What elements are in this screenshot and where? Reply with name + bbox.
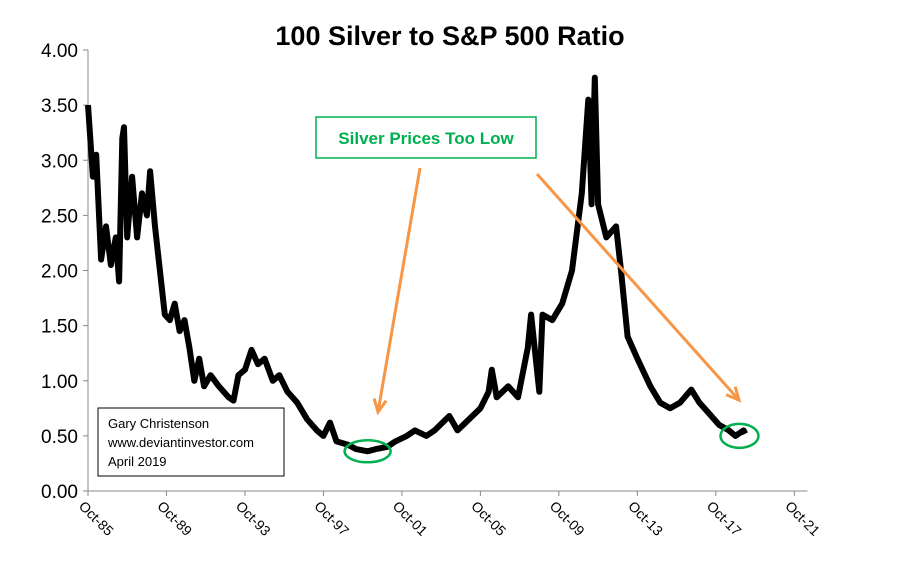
low-circle bbox=[719, 422, 760, 450]
y-tick-label: 2.50 bbox=[41, 206, 78, 227]
callout-text: Silver Prices Too Low bbox=[338, 129, 514, 148]
arrow-head bbox=[725, 386, 742, 403]
arrow-to-2000-low bbox=[372, 167, 422, 416]
credit-line-3: April 2019 bbox=[108, 454, 167, 469]
x-tick-label: Oct-13 bbox=[625, 498, 666, 539]
arrow-shaft bbox=[535, 173, 741, 401]
credit-line-2: www.deviantinvestor.com bbox=[107, 435, 254, 450]
y-tick-label: 1.00 bbox=[41, 372, 78, 393]
y-axis: 0.00 0.50 1.00 1.50 2.00 2.50 3.00 3.50 4.00 bbox=[41, 41, 89, 503]
x-tick-label: Oct-17 bbox=[704, 498, 745, 539]
chart-title: 100 Silver to S&P 500 Ratio bbox=[275, 21, 624, 51]
y-tick-label: 3.50 bbox=[41, 96, 78, 117]
low-circle bbox=[343, 439, 392, 464]
y-tick-label: 3.00 bbox=[41, 151, 78, 172]
callout-box bbox=[315, 116, 537, 159]
y-tick-label: 0.00 bbox=[41, 482, 78, 503]
y-tick-label: 4.00 bbox=[41, 41, 78, 62]
y-tick-label: 0.50 bbox=[41, 427, 78, 448]
x-tick-label: Oct-21 bbox=[782, 498, 823, 539]
x-tick-label: Oct-85 bbox=[76, 498, 117, 539]
credit-box bbox=[97, 407, 285, 477]
arrow-to-2018-low bbox=[535, 173, 742, 403]
y-tick-label: 1.50 bbox=[41, 317, 78, 338]
annotations: Silver Prices Too Low Gary Christenson w… bbox=[97, 116, 760, 477]
x-tick-label: Oct-09 bbox=[547, 498, 588, 539]
y-tick-label: 2.00 bbox=[41, 262, 78, 283]
x-tick-label: Oct-05 bbox=[468, 498, 509, 539]
series-line bbox=[85, 74, 748, 455]
arrow-shaft bbox=[376, 167, 422, 413]
x-axis: Oct-85 Oct-89 Oct-93 Oct-97 Oct-01 Oct-05 Oct-… bbox=[76, 490, 823, 539]
arrow-head bbox=[372, 398, 388, 416]
x-tick-label: Oct-97 bbox=[311, 498, 352, 539]
credit-line-1: Gary Christenson bbox=[108, 416, 209, 431]
x-tick-label: Oct-89 bbox=[154, 498, 195, 539]
x-tick-label: Oct-01 bbox=[390, 498, 431, 539]
x-tick-label: Oct-93 bbox=[233, 498, 274, 539]
